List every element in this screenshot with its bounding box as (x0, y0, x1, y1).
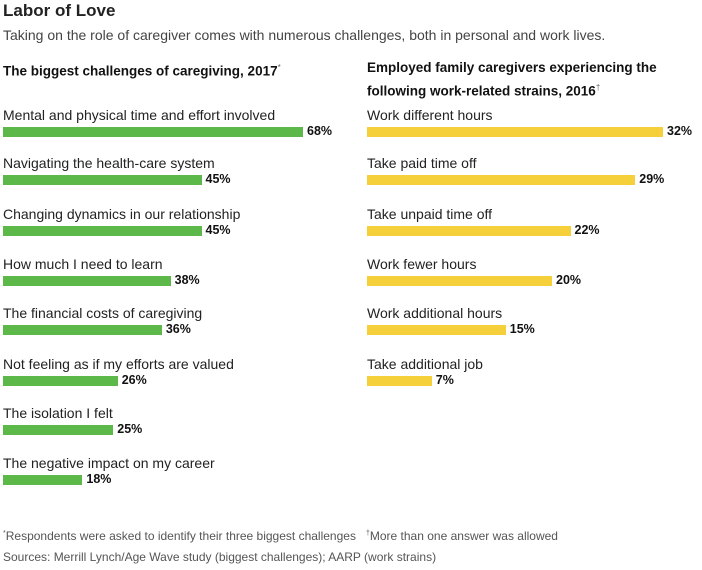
bar (367, 226, 571, 236)
bar-label: The isolation I felt (3, 405, 113, 421)
footnote-dagger: † (365, 530, 370, 537)
bar (367, 175, 636, 185)
bar-label: Work different hours (367, 107, 493, 123)
chart-subtitle: Taking on the role of caregiver comes wi… (3, 27, 606, 43)
strains-panel: Employed family caregivers experiencing … (367, 58, 701, 387)
bar-label: Take additional job (367, 356, 483, 372)
bar-value-label: 45% (205, 172, 231, 186)
bar-value-label: 7% (435, 373, 454, 387)
bar-label: The financial costs of caregiving (3, 305, 203, 321)
bar (3, 276, 171, 286)
bar-value-label: 22% (574, 223, 600, 237)
bar-label: Work additional hours (367, 305, 503, 321)
footnote-asterisk: * (3, 530, 6, 537)
bar (3, 226, 202, 236)
bar-value-label: 38% (174, 273, 200, 287)
strains-heading-line2: following work-related strains, 2016 (367, 83, 596, 99)
challenges-heading: The biggest challenges of caregiving, 20… (3, 58, 343, 82)
bar-value-label: 26% (121, 373, 147, 387)
strains-heading-line1: Employed family caregivers experiencing … (367, 60, 657, 75)
bar (3, 425, 114, 435)
bar-value-label: 29% (639, 172, 665, 186)
strains-heading-line2-wrap: following work-related strains, 2016† (367, 78, 701, 102)
bar-value-label: 15% (509, 322, 535, 336)
bar (3, 127, 303, 137)
sources-line: Sources: Merrill Lynch/Age Wave study (b… (3, 550, 437, 564)
bar (367, 376, 432, 386)
bar-value-label: 68% (307, 124, 333, 138)
bar-value-label: 36% (165, 322, 191, 336)
bar-value-label: 18% (86, 472, 112, 486)
bar (367, 325, 506, 335)
bar-label: Mental and physical time and effort invo… (3, 107, 276, 123)
bar (3, 325, 162, 335)
bar-label: Not feeling as if my efforts are valued (3, 356, 234, 372)
bar-label: The negative impact on my career (3, 455, 215, 471)
bar-value-label: 45% (205, 223, 231, 237)
bar-value-label: 25% (117, 422, 143, 436)
footnote-text-1: Respondents were asked to identify their… (5, 529, 356, 543)
bar-value-label: 20% (556, 273, 582, 287)
bar (367, 276, 552, 286)
bar (367, 127, 663, 137)
bar-label: Work fewer hours (367, 256, 477, 272)
bar (3, 175, 202, 185)
chart-title: Labor of Love (3, 1, 116, 20)
bar (3, 475, 83, 485)
bar-label: Changing dynamics in our relationship (3, 206, 241, 222)
footnote-text-2: More than one answer was allowed (369, 529, 558, 543)
challenges-panel: The biggest challenges of caregiving, 20… (3, 58, 343, 486)
bar-label: Take paid time off (367, 155, 477, 171)
bar-value-label: 32% (667, 124, 693, 138)
asterisk-mark: * (277, 63, 281, 72)
dagger-mark: † (595, 83, 601, 92)
bar (3, 376, 118, 386)
bar-label: Navigating the health-care system (3, 155, 215, 171)
bar-label: How much I need to learn (3, 256, 163, 272)
strains-heading: Employed family caregivers experiencing … (367, 58, 701, 102)
challenges-heading-text: The biggest challenges of caregiving, 20… (3, 63, 278, 79)
bar-label: Take unpaid time off (367, 206, 493, 222)
footnote: *Respondents were asked to identify thei… (3, 529, 558, 543)
